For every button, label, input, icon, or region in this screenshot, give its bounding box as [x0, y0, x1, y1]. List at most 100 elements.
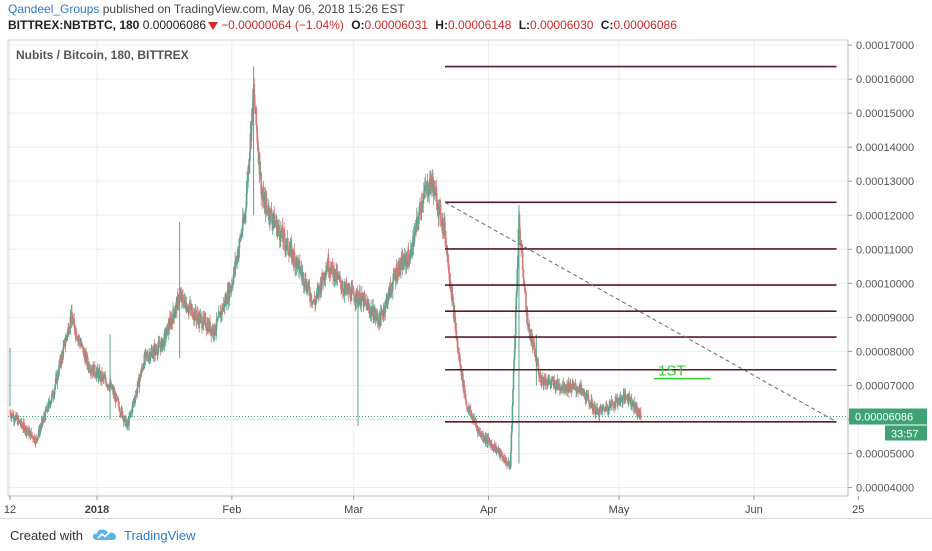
annotation-1st[interactable]: 1ST: [653, 363, 711, 380]
candle-body: [431, 180, 433, 188]
candle-body: [129, 412, 132, 414]
candle-body: [60, 363, 62, 365]
candle-body: [631, 406, 633, 407]
high-label: H:: [435, 18, 448, 32]
candle-body: [22, 422, 25, 429]
candle-body: [132, 403, 134, 406]
price-tick-label: 0.00010000: [856, 278, 914, 290]
candle-body: [215, 329, 217, 333]
candle-body: [520, 244, 522, 250]
horizontal-levels[interactable]: [445, 65, 837, 423]
candle-body: [240, 234, 243, 236]
candle-body: [529, 328, 531, 340]
candle-body: [514, 334, 516, 350]
candle-body: [549, 382, 552, 385]
candle-body: [365, 302, 367, 304]
tradingview-cloud-icon[interactable]: [92, 528, 118, 542]
candle-body: [284, 241, 286, 249]
candle-body: [195, 309, 197, 317]
candle-body: [263, 198, 266, 208]
candle-body: [154, 346, 157, 351]
candle-body: [612, 405, 615, 407]
candle-body: [635, 408, 637, 410]
trendline-dashed[interactable]: [444, 201, 837, 423]
candle-body: [381, 311, 384, 315]
candle-body: [310, 301, 313, 303]
candle-body: [333, 267, 335, 281]
candle-body: [178, 301, 180, 306]
candle-body: [75, 330, 78, 338]
candle-body: [203, 317, 206, 320]
price-tick-label: 0.00012000: [856, 210, 914, 222]
candle-body: [564, 388, 566, 390]
candle-body: [488, 440, 491, 443]
candle-body: [90, 370, 92, 373]
candle-body: [66, 336, 68, 338]
candle-body: [188, 307, 191, 308]
candle-body: [21, 425, 24, 429]
candle-body: [361, 293, 364, 300]
candle-body: [367, 303, 370, 307]
candle-body: [607, 410, 609, 412]
candle-body: [524, 291, 527, 293]
time-axis[interactable]: 12 2018 Feb Mar Apr May Jun 25: [4, 495, 865, 516]
candle-body: [478, 429, 481, 433]
candle-body: [57, 373, 59, 377]
candle-body: [26, 430, 28, 434]
candle-body: [556, 379, 559, 386]
candle-body: [389, 285, 392, 289]
candle-body: [42, 416, 45, 420]
candle-body: [627, 393, 630, 402]
candle-body: [246, 180, 248, 194]
candle-body: [523, 277, 525, 286]
price-chart[interactable]: Nubits / Bitcoin, 180, BITTREX 1ST 0.000…: [0, 0, 932, 518]
candle-body: [310, 293, 313, 302]
candle-body: [53, 389, 56, 395]
candle-body: [436, 192, 438, 209]
candle-body: [400, 266, 402, 270]
candle-body: [349, 289, 352, 299]
candle-body: [300, 269, 303, 274]
candle-body: [359, 305, 362, 307]
candle-body: [400, 258, 403, 267]
candle-body: [125, 422, 128, 427]
candle-body: [338, 276, 341, 279]
tradingview-link[interactable]: TradingView: [124, 528, 196, 543]
candle-body: [13, 415, 15, 421]
candle-body: [522, 269, 525, 278]
candle-body: [604, 408, 607, 412]
candle-body: [181, 293, 183, 301]
candle-body: [232, 283, 234, 285]
candle-body: [424, 185, 427, 188]
candle-body: [550, 381, 552, 383]
candle-body: [490, 443, 493, 445]
candlestick-series: [9, 66, 642, 470]
author-link[interactable]: Qandeel_Groups: [8, 2, 100, 16]
candle-body: [493, 444, 496, 451]
candle-body: [413, 241, 415, 247]
candle-body: [571, 384, 574, 385]
candle-body: [201, 317, 203, 328]
candle-body: [226, 303, 228, 305]
candle-body: [507, 464, 509, 465]
candle-body: [336, 273, 339, 280]
candle-body: [302, 273, 305, 286]
candle-body: [321, 273, 323, 286]
candle-body: [418, 214, 420, 224]
trendline[interactable]: [444, 201, 837, 423]
last-price-tag: [849, 408, 927, 425]
candle-body: [133, 400, 136, 401]
candle-body: [256, 124, 258, 133]
candle-body: [634, 402, 637, 410]
ohlc-line: BITTREX:NBTBTC, 180 0.00006086 −0.0000006…: [8, 18, 677, 32]
candle-body: [548, 379, 551, 382]
candle-body: [536, 359, 538, 365]
candle-body: [351, 287, 354, 290]
candle-body: [364, 299, 367, 303]
candle-body: [440, 220, 442, 224]
candle-body: [122, 416, 125, 422]
candle-body: [117, 401, 120, 407]
candle-body: [373, 314, 376, 320]
candle-body: [472, 417, 475, 423]
candle-body: [408, 260, 411, 264]
